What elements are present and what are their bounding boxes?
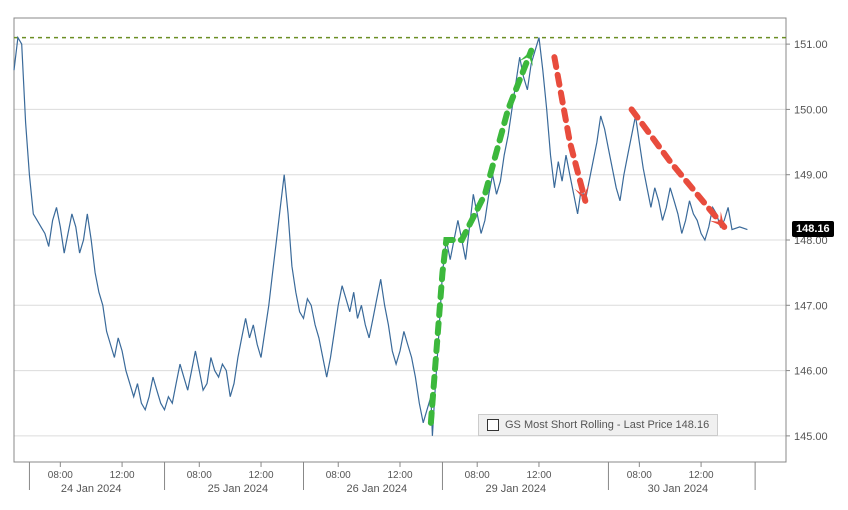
svg-text:26 Jan 2024: 26 Jan 2024 [347,483,408,495]
svg-text:12:00: 12:00 [249,470,274,481]
svg-text:08:00: 08:00 [465,470,490,481]
svg-text:146.00: 146.00 [794,366,828,378]
svg-text:08:00: 08:00 [627,470,652,481]
last-price-value: 148.16 [796,223,830,235]
svg-text:29 Jan 2024: 29 Jan 2024 [486,483,547,495]
svg-text:151.00: 151.00 [794,39,828,51]
svg-text:30 Jan 2024: 30 Jan 2024 [648,483,709,495]
svg-text:148.00: 148.00 [794,235,828,247]
svg-text:12:00: 12:00 [110,470,135,481]
chart-legend: GS Most Short Rolling - Last Price 148.1… [478,414,718,436]
svg-text:147.00: 147.00 [794,300,828,312]
svg-text:12:00: 12:00 [689,470,714,481]
svg-text:25 Jan 2024: 25 Jan 2024 [208,483,269,495]
legend-marker-icon [487,419,499,431]
svg-text:149.00: 149.00 [794,170,828,182]
svg-text:24 Jan 2024: 24 Jan 2024 [61,483,122,495]
svg-text:145.00: 145.00 [794,431,828,443]
svg-text:08:00: 08:00 [326,470,351,481]
svg-text:12:00: 12:00 [387,470,412,481]
last-price-badge: 148.16 [792,221,834,237]
svg-text:08:00: 08:00 [187,470,212,481]
svg-text:12:00: 12:00 [526,470,551,481]
chart-container: 145.00 146.00 147.00 148.00 149.00 150.00 151.… [0,0,848,510]
svg-text:150.00: 150.00 [794,104,828,116]
svg-text:08:00: 08:00 [48,470,73,481]
legend-text: GS Most Short Rolling - Last Price 148.1… [505,419,709,431]
price-chart: 145.00 146.00 147.00 148.00 149.00 150.00 151.… [0,0,848,510]
